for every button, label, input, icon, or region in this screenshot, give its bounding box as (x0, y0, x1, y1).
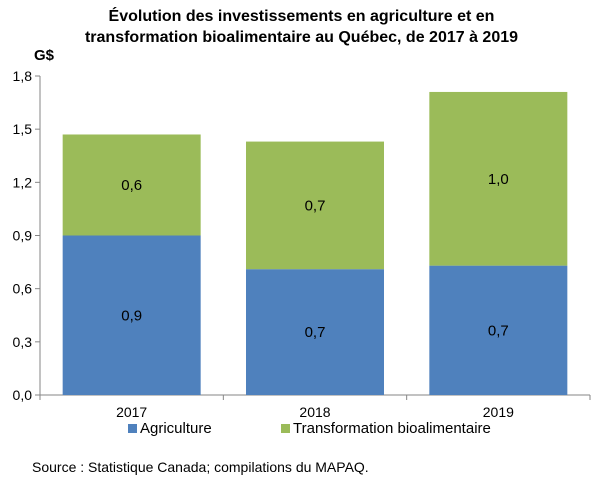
data-label: 0,6 (121, 177, 142, 194)
y-tick-label: 0,0 (13, 387, 33, 403)
bar-transformation-2019 (429, 91, 568, 266)
y-tick-label: 1,5 (13, 121, 33, 137)
y-tick-label: 0,3 (13, 334, 33, 350)
bar-agriculture-2019 (429, 265, 568, 395)
data-label: 0,7 (488, 322, 509, 339)
data-label: 0,7 (305, 324, 326, 341)
y-tick-label: 1,8 (13, 68, 33, 84)
y-tick-label: 1,2 (13, 174, 33, 190)
data-label: 0,9 (121, 307, 142, 324)
legend-label-agriculture: Agriculture (140, 420, 212, 437)
y-tick-label: 0,6 (13, 281, 33, 297)
x-tick-label: 2017 (116, 404, 147, 420)
x-tick-label: 2019 (483, 404, 514, 420)
legend-swatch-agriculture (128, 424, 137, 433)
legend-label-transformation: Transformation bioalimentaire (293, 420, 491, 437)
source-note: Source : Statistique Canada; compilation… (32, 459, 369, 475)
y-tick-label: 0,9 (13, 228, 33, 244)
x-tick-label: 2018 (299, 404, 330, 420)
y-axis-label: G$ (34, 47, 55, 64)
bar-transformation-2018 (246, 141, 384, 270)
data-label: 0,7 (305, 197, 326, 214)
data-label: 1,0 (488, 171, 509, 188)
legend-swatch-transformation (281, 424, 290, 433)
bar-transformation-2017 (62, 134, 201, 236)
bar-agriculture-2017 (62, 235, 201, 395)
chart-title-line-2: transformation bioalimentaire au Québec,… (84, 29, 519, 46)
bar-agriculture-2018 (246, 269, 384, 395)
chart-title-line-1: Évolution des investissements en agricul… (108, 8, 495, 25)
